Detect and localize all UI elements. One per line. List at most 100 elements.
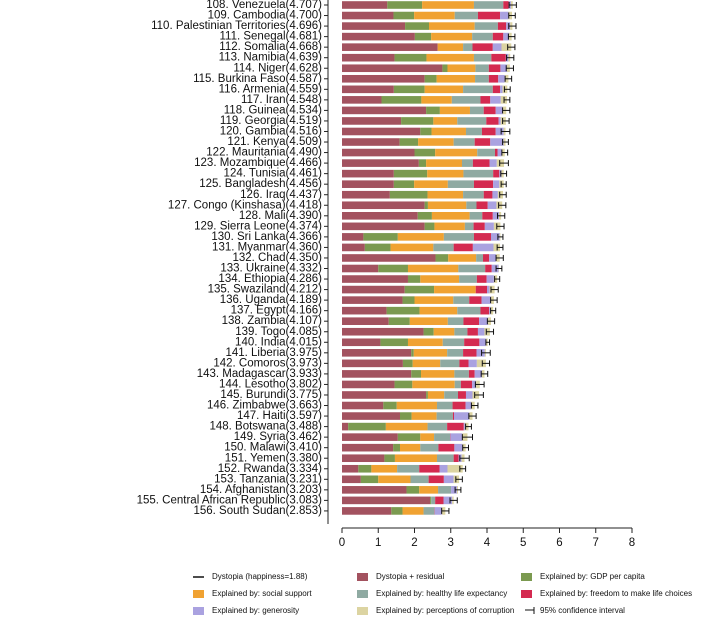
bar-segment <box>420 433 435 441</box>
error-bar <box>501 149 509 156</box>
bar-segment <box>419 306 458 315</box>
bar-segment <box>342 370 412 378</box>
bar-segment <box>436 454 454 463</box>
bar-segment <box>364 243 391 252</box>
bar-segment <box>414 180 448 188</box>
error-bar <box>485 328 495 335</box>
bar-segment <box>463 422 465 431</box>
error-bar <box>459 465 467 472</box>
bar-segment <box>473 233 491 241</box>
bar-segment <box>434 285 476 294</box>
x-tick-label: 5 <box>520 537 526 549</box>
bar-segment <box>454 370 469 378</box>
error-bar <box>455 476 463 483</box>
category-label: 155. Central African Republic(3.083) <box>137 494 323 506</box>
bar-segment <box>492 85 501 94</box>
bar-segment <box>419 464 440 473</box>
error-bar <box>504 75 513 82</box>
bar-segment <box>427 190 464 199</box>
bar-segment <box>431 212 470 220</box>
bar-segment <box>436 412 453 420</box>
category-label: 111. Senegal(4.681) <box>219 31 322 43</box>
bar-segment <box>414 32 432 41</box>
bar-segment <box>434 507 443 515</box>
bar-segment <box>436 401 453 410</box>
bar-segment <box>439 464 448 473</box>
bar-segment <box>431 32 473 41</box>
bar-segment <box>497 22 507 30</box>
bar-segment <box>453 243 473 252</box>
bar-segment <box>342 222 425 231</box>
error-bar <box>497 212 506 219</box>
bar-segment <box>342 296 403 304</box>
bar-segment <box>342 264 379 273</box>
bar-segment <box>442 338 465 347</box>
category-label: 139. Togo(4.085) <box>235 326 322 338</box>
bar-segment <box>342 190 390 199</box>
error-bar <box>508 2 517 8</box>
category-label: 118. Guinea(4.534) <box>224 104 322 116</box>
bar-segment <box>342 401 384 410</box>
bar-segment <box>476 349 485 357</box>
category-label: 125. Bangladesh(4.456) <box>199 178 322 190</box>
bar-segment <box>442 64 448 73</box>
bar-segment <box>453 296 470 304</box>
bar-segment <box>494 148 498 157</box>
bar-segment <box>342 180 394 188</box>
bar-segment <box>427 201 467 210</box>
error-bar <box>495 254 504 261</box>
category-label: 142. Comoros(3.973) <box>213 357 322 369</box>
bar-segment <box>342 22 406 30</box>
bar-segment <box>489 306 491 315</box>
bar-segment <box>342 64 443 73</box>
bar-segment <box>474 22 498 30</box>
bar-segment <box>464 338 480 347</box>
bar-segment <box>391 507 403 515</box>
bar-segment <box>486 117 499 125</box>
bar-segment <box>495 127 504 136</box>
bar-segment <box>458 264 486 273</box>
category-label: 110. Palestinian Territories(4.696) <box>151 20 322 32</box>
bar-segment <box>477 327 485 336</box>
category-label: 140. India(4.015) <box>235 336 322 348</box>
bar-segment <box>383 401 397 410</box>
error-bar <box>507 44 516 51</box>
bar-segment <box>476 201 488 210</box>
bar-segment <box>461 159 473 167</box>
bar-segment <box>488 74 499 83</box>
bar-segment <box>430 496 432 505</box>
category-label: 136. Uganda(4.189) <box>220 294 322 306</box>
bar-segment <box>480 306 490 315</box>
bar-segment <box>380 338 408 347</box>
bar-segment <box>411 412 437 420</box>
bar-segment <box>422 1 474 9</box>
bar-segment <box>488 64 501 73</box>
bar-segment <box>503 1 509 9</box>
bar-segment <box>405 22 429 30</box>
bar-segment <box>457 117 487 125</box>
category-label: 129. Sierra Leone(4.374) <box>194 220 322 232</box>
legend-label: 95% confidence interval <box>540 606 625 615</box>
bar-segment <box>418 159 427 167</box>
category-label: 131. Myanmar(4.360) <box>212 241 322 253</box>
bar-segment <box>433 327 455 336</box>
error-bar <box>495 265 503 272</box>
bar-segment <box>469 106 484 115</box>
bar-segment <box>476 254 484 262</box>
bar-segment <box>492 212 499 220</box>
bar-segment <box>497 148 502 157</box>
bar-segment <box>378 475 411 484</box>
category-label: 156. South Sudan(2.853) <box>193 505 322 517</box>
category-label: 149. Syria(3.462) <box>234 431 322 443</box>
bar-segment <box>400 412 412 420</box>
bar-segment <box>500 85 503 94</box>
bar-segment <box>440 359 460 368</box>
bar-segment <box>475 74 489 83</box>
error-bar <box>465 423 472 430</box>
bar-segment <box>342 243 365 252</box>
bar-segment <box>411 349 414 357</box>
bar-segment <box>342 285 405 294</box>
bar-segment <box>342 433 398 441</box>
bar-segment <box>476 275 487 283</box>
bar-segment <box>443 496 453 505</box>
